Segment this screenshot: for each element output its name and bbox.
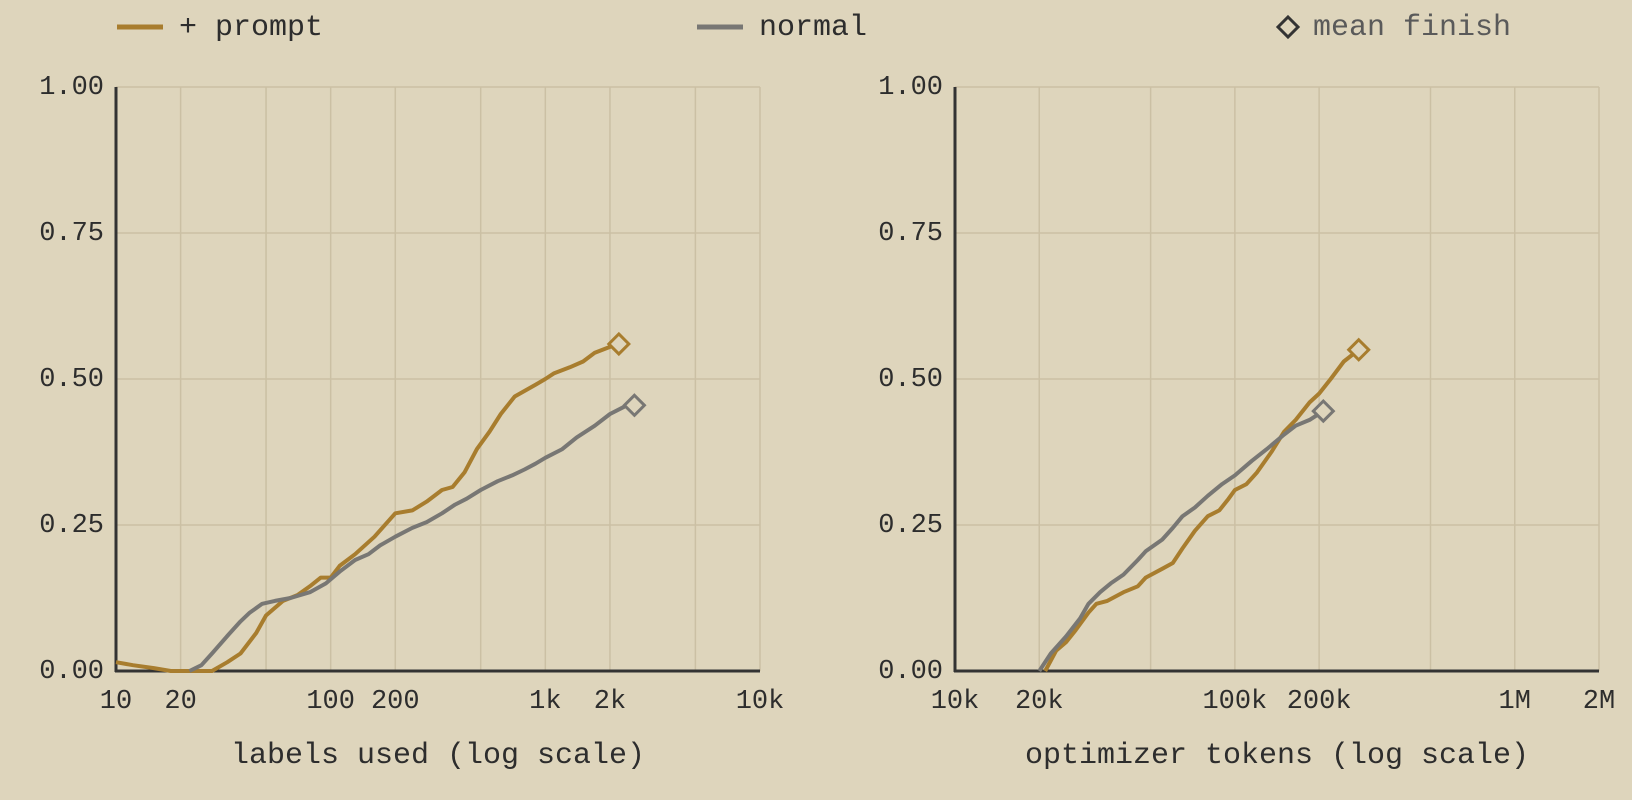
x-tick-label: 20 xyxy=(164,687,196,717)
x-tick-label: 200 xyxy=(371,687,420,717)
y-tick-label: 0.00 xyxy=(39,657,104,687)
y-tick-label: 0.00 xyxy=(878,657,943,687)
x-tick-label: 10k xyxy=(736,687,785,717)
x-tick-label: 2k xyxy=(594,687,626,717)
y-tick-label: 1.00 xyxy=(878,73,943,103)
legend-label: mean finish xyxy=(1313,11,1511,45)
series-line xyxy=(188,403,635,673)
x-tick-label: 100 xyxy=(306,687,355,717)
x-tick-label: 100k xyxy=(1202,687,1267,717)
finish-marker xyxy=(606,331,631,357)
series-line xyxy=(1037,409,1325,673)
y-tick-label: 0.75 xyxy=(39,219,104,249)
x-tick-label: 2M xyxy=(1583,687,1615,717)
legend-marker xyxy=(1275,14,1301,40)
x-tick-label: 1k xyxy=(529,687,561,717)
y-tick-label: 1.00 xyxy=(39,73,104,103)
finish-marker xyxy=(622,393,647,418)
series-line xyxy=(115,342,620,673)
series-line xyxy=(1043,348,1360,672)
x-tick-label: 200k xyxy=(1287,687,1352,717)
finish-marker xyxy=(1346,337,1371,362)
x-tick-label: 1M xyxy=(1499,687,1531,717)
finish-marker xyxy=(1311,398,1336,424)
y-tick-label: 0.25 xyxy=(39,511,104,541)
y-tick-label: 0.75 xyxy=(878,219,943,249)
legend-label: + prompt xyxy=(179,11,323,45)
x-tick-label: 10 xyxy=(100,687,132,717)
legend-label: normal xyxy=(759,11,867,45)
x-axis-title: optimizer tokens (log scale) xyxy=(1025,739,1529,773)
x-axis-title: labels used (log scale) xyxy=(231,739,645,773)
y-tick-label: 0.50 xyxy=(39,365,104,395)
x-tick-label: 20k xyxy=(1015,687,1064,717)
x-tick-label: 10k xyxy=(931,687,980,717)
y-tick-label: 0.50 xyxy=(878,365,943,395)
y-tick-label: 0.25 xyxy=(878,511,943,541)
